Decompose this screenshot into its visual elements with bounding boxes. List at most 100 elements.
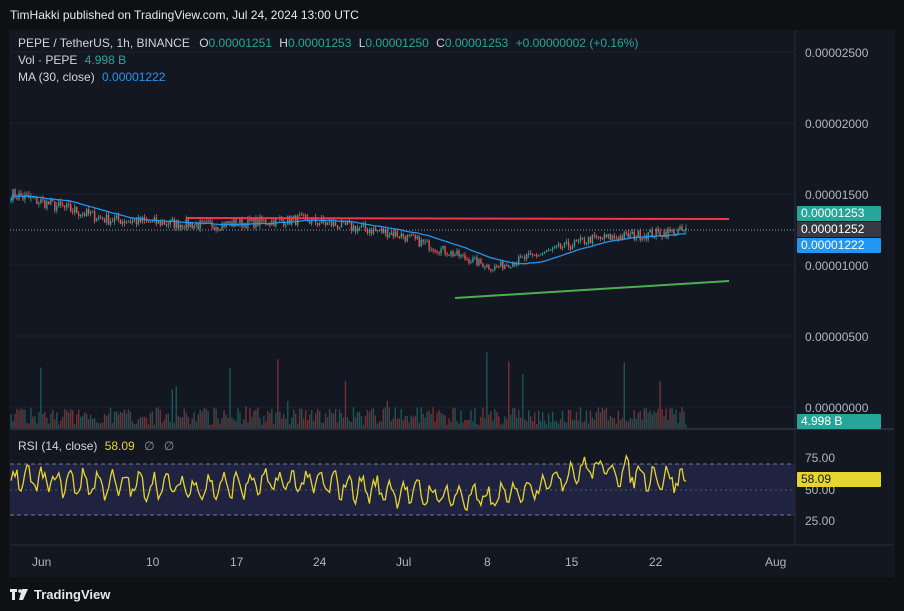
candle-body — [213, 227, 215, 230]
candle-body — [293, 215, 295, 218]
volume-bar — [310, 409, 313, 428]
volume-bar — [229, 368, 231, 428]
candle-body — [233, 219, 235, 227]
rsi-label[interactable]: RSI (14, close) — [18, 439, 98, 453]
footer-brand-name: TradingView — [34, 587, 111, 602]
volume-bar — [91, 418, 94, 428]
volume-bar — [295, 413, 297, 428]
candle-body — [492, 269, 494, 271]
candle-body — [388, 234, 391, 238]
candle-body — [77, 213, 80, 217]
candle-body — [175, 220, 177, 228]
candle-body — [541, 253, 544, 255]
volume-bar — [20, 408, 22, 428]
volume-bar — [62, 416, 64, 428]
volume-bar — [529, 416, 532, 428]
volume-bar — [428, 410, 430, 428]
candle-body — [249, 218, 251, 222]
footer-brand[interactable]: TradingView — [10, 587, 110, 602]
volume-bar — [318, 411, 321, 428]
volume-bar — [575, 411, 578, 428]
ma-legend[interactable]: MA (30, close) 0.00001222 — [18, 70, 165, 84]
candle-body — [563, 242, 566, 248]
volume-bar — [336, 422, 339, 428]
candle-body — [685, 227, 687, 231]
volume-bar — [537, 410, 540, 428]
volume-bar — [239, 412, 241, 428]
symbol-legend[interactable]: PEPE / TetherUS, 1h, BINANCE O0.00001251… — [18, 36, 638, 50]
volume-bar — [506, 418, 508, 428]
candle-body — [472, 258, 474, 263]
volume-bar — [189, 423, 191, 428]
candle-body — [502, 261, 504, 269]
volume-bar — [215, 408, 217, 428]
volume-bar — [356, 412, 359, 428]
candle-body — [283, 220, 285, 226]
volume-bar — [139, 417, 142, 428]
candle-body — [571, 245, 574, 250]
candle-body — [203, 220, 205, 222]
volume-label[interactable]: Vol · PEPE — [18, 53, 78, 67]
candle-body — [149, 221, 152, 223]
candle-body — [215, 227, 217, 230]
volume-bar — [619, 420, 621, 428]
candle-body — [639, 230, 641, 241]
candle-body — [165, 224, 168, 226]
candle-body — [297, 215, 299, 226]
volume-bar — [480, 416, 482, 428]
candle-body — [332, 221, 335, 226]
volume-bar — [328, 408, 331, 428]
volume-bar — [432, 407, 434, 428]
volume-bar — [245, 406, 247, 428]
volume-bar — [145, 417, 148, 428]
volume-bar — [157, 407, 160, 428]
volume-bar — [159, 409, 162, 428]
candle-body — [263, 219, 265, 222]
candle-body — [617, 238, 620, 241]
change-value: +0.00000002 (+0.16%) — [515, 36, 639, 50]
volume-bar — [635, 418, 637, 428]
candle-body — [683, 230, 685, 232]
volume-bar — [316, 409, 319, 428]
candle-body — [257, 217, 259, 226]
candle-body — [123, 221, 126, 223]
volume-bar — [583, 421, 586, 428]
candle-body — [308, 221, 311, 224]
volume-bar — [46, 418, 48, 428]
volume-tag: 4.998 B — [797, 414, 881, 429]
close-value: 0.00001253 — [444, 36, 509, 50]
candle-body — [498, 266, 500, 268]
rsi-legend[interactable]: RSI (14, close) 58.09 ∅ ∅ — [18, 439, 174, 453]
volume-bar — [320, 422, 323, 428]
volume-bar — [241, 423, 243, 428]
volume-bar — [545, 424, 548, 428]
candle-body — [378, 230, 381, 232]
candle-body — [623, 232, 625, 240]
rsi-hidden-icon-2: ∅ — [163, 439, 175, 453]
candle-body — [585, 242, 588, 244]
candle-body — [147, 220, 150, 222]
volume-bar — [330, 412, 333, 428]
candle-body — [374, 228, 377, 231]
ma-label[interactable]: MA (30, close) — [18, 70, 95, 84]
volume-bar — [504, 416, 506, 428]
volume-bars — [10, 352, 687, 428]
volume-bar — [450, 421, 452, 428]
volume-bar — [605, 408, 608, 428]
candle-body — [72, 211, 74, 213]
candle-body — [87, 208, 90, 214]
volume-bar — [233, 419, 235, 428]
candle-body — [655, 228, 657, 237]
candle-body — [105, 214, 108, 223]
volume-bar — [183, 408, 185, 428]
symbol-name[interactable]: PEPE / TetherUS, 1h, BINANCE — [18, 36, 190, 50]
volume-bar — [72, 410, 74, 428]
rsi-hidden-icon-1: ∅ — [144, 439, 155, 453]
candle-body — [458, 250, 460, 257]
volume-bar — [406, 416, 408, 428]
candle-body — [398, 236, 400, 238]
candle-body — [291, 217, 293, 225]
candle-body — [446, 253, 448, 255]
volume-legend[interactable]: Vol · PEPE 4.998 B — [18, 53, 126, 67]
